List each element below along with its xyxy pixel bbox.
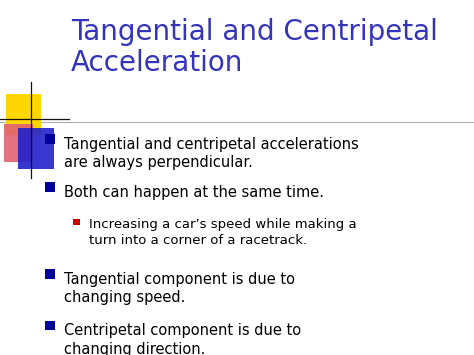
- Bar: [45, 269, 55, 279]
- Bar: [45, 134, 55, 144]
- Bar: [18, 128, 54, 169]
- Bar: [73, 219, 80, 225]
- Text: Tangential component is due to
changing speed.: Tangential component is due to changing …: [64, 272, 295, 305]
- Text: Centripetal component is due to
changing direction.: Centripetal component is due to changing…: [64, 323, 301, 355]
- Bar: [45, 182, 55, 192]
- Bar: [45, 321, 55, 330]
- Bar: [6, 94, 41, 135]
- Bar: [4, 124, 33, 162]
- Text: Increasing a car’s speed while making a
turn into a corner of a racetrack.: Increasing a car’s speed while making a …: [89, 218, 357, 247]
- Text: Tangential and centripetal accelerations
are always perpendicular.: Tangential and centripetal accelerations…: [64, 137, 359, 170]
- Text: Tangential and Centripetal
Acceleration: Tangential and Centripetal Acceleration: [71, 18, 438, 77]
- Text: Both can happen at the same time.: Both can happen at the same time.: [64, 185, 324, 200]
